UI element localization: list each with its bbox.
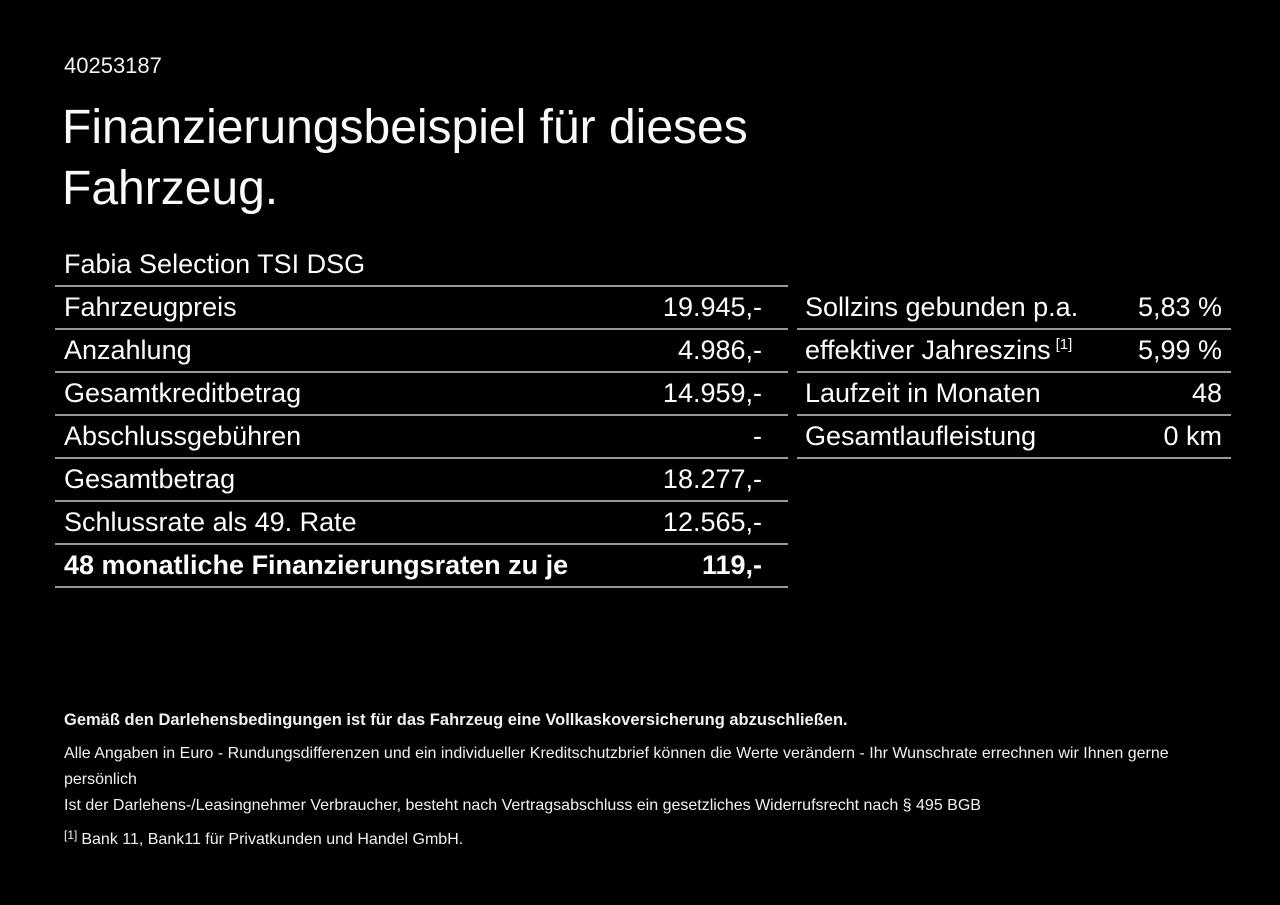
row-label: Sollzins gebunden p.a. — [805, 292, 1079, 322]
row-label: Anzahlung — [64, 335, 192, 365]
row-value: 12.565,- — [662, 507, 762, 537]
row-label: Gesamtkreditbetrag — [64, 378, 302, 408]
row-label: Abschlussgebühren — [64, 421, 302, 451]
row-value: 18.277,- — [662, 464, 762, 494]
row-value: 14.959,- — [662, 378, 762, 408]
document-id: 40253187 — [64, 53, 162, 78]
row-label-text: effektiver Jahreszins — [805, 335, 1051, 365]
footnote-reference: [1] — [1055, 336, 1073, 353]
row-label: Schlussrate als 49. Rate — [64, 507, 357, 537]
row-label: Gesamtlaufleistung — [805, 421, 1037, 451]
footer-notes: Gemäß den Darlehensbedingungen ist für d… — [64, 710, 1224, 850]
row-label: 48 monatliche Finanzierungsraten zu je — [64, 550, 569, 580]
vehicle-model: Fabia Selection TSI DSG — [64, 249, 366, 279]
table-row-monthly-rate: 48 monatliche Finanzierungsraten zu je 1… — [55, 545, 788, 588]
table-row: Abschlussgebühren - — [55, 416, 788, 459]
footnote-marker: [1] — [64, 828, 78, 842]
row-value: 0 km — [1163, 421, 1222, 451]
row-label: effektiver Jahreszins [1] — [805, 335, 1072, 366]
table-row: Gesamtlaufleistung 0 km — [797, 416, 1231, 459]
row-value: 4.986,- — [677, 335, 762, 365]
table-row: Schlussrate als 49. Rate 12.565,- — [55, 502, 788, 545]
info-note-withdrawal: Ist der Darlehens-/Leasingnehmer Verbrau… — [64, 797, 981, 814]
row-value: - — [753, 421, 762, 451]
row-value: 119,- — [701, 550, 762, 580]
info-note-rounding: Alle Angaben in Euro - Rundungsdifferenz… — [64, 745, 1169, 788]
row-value: 19.945,- — [662, 292, 762, 322]
row-value: 5,99 % — [1137, 335, 1222, 365]
page-title: Finanzierungsbeispiel für dieses Fahrzeu… — [62, 97, 748, 219]
footnote-text: Bank 11, Bank11 für Privatkunden und Han… — [81, 831, 464, 848]
row-label: Laufzeit in Monaten — [805, 378, 1041, 408]
footnote-bank: [1] Bank 11, Bank11 für Privatkunden und … — [64, 825, 1224, 850]
table-row: Laufzeit in Monaten 48 — [797, 373, 1231, 416]
table-row: Sollzins gebunden p.a. 5,83 % — [797, 287, 1231, 330]
table-row: Fahrzeugpreis 19.945,- — [55, 287, 788, 330]
table-row: Anzahlung 4.986,- — [55, 330, 788, 373]
row-value: 5,83 % — [1137, 292, 1222, 322]
page-title-line1: Finanzierungsbeispiel für dieses — [62, 101, 748, 154]
insurance-note: Gemäß den Darlehensbedingungen ist für d… — [64, 711, 848, 729]
conditions-table: Sollzins gebunden p.a. 5,83 % effektiver… — [797, 287, 1231, 459]
row-label: Fahrzeugpreis — [64, 292, 237, 322]
row-value: 48 — [1191, 378, 1222, 408]
table-row: effektiver Jahreszins [1] 5,99 % — [797, 330, 1231, 373]
row-label: Gesamtbetrag — [64, 464, 236, 494]
table-row: Gesamtkreditbetrag 14.959,- — [55, 373, 788, 416]
finance-table: Fabia Selection TSI DSG Fahrzeugpreis 19… — [55, 244, 788, 588]
vehicle-model-row: Fabia Selection TSI DSG — [55, 244, 788, 287]
page-title-line2: Fahrzeug. — [62, 162, 279, 215]
table-row: Gesamtbetrag 18.277,- — [55, 459, 788, 502]
